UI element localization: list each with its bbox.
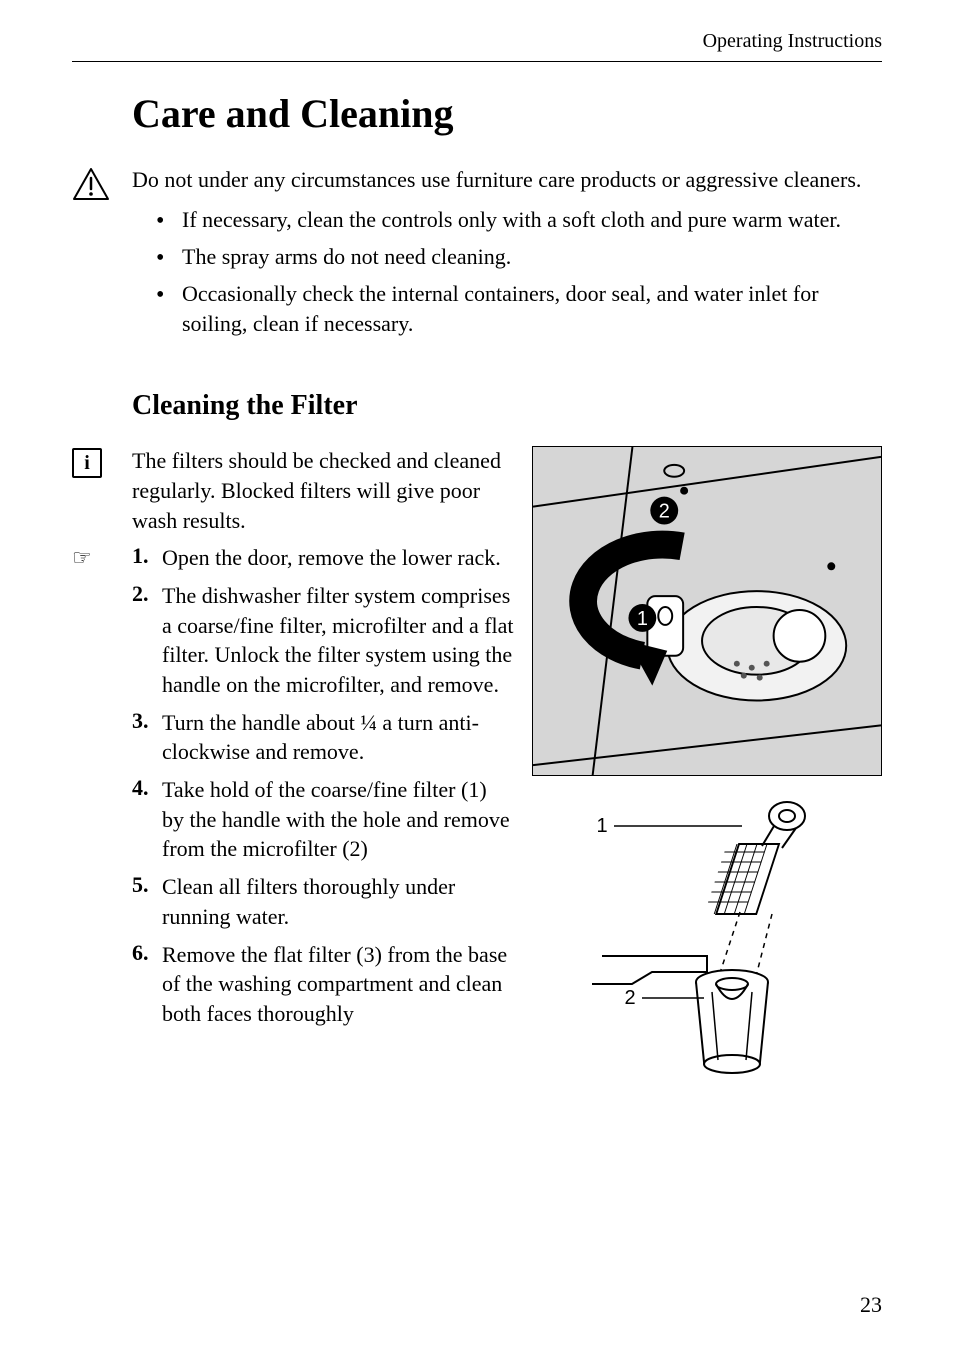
step-text: Remove the flat filter (3) from the base… — [162, 940, 514, 1029]
warning-block: Do not under any circumstances use furni… — [72, 165, 882, 201]
warning-icon — [72, 165, 116, 201]
step-number: 5. — [132, 872, 156, 898]
step-number: 1. — [132, 543, 156, 569]
step-number: 3. — [132, 708, 156, 734]
hand-pointer-icon: ☞ — [72, 543, 116, 571]
bullet-item: If necessary, clean the controls only wi… — [154, 205, 882, 236]
step-row: 3. Turn the handle about ¼ a turn anti-c… — [72, 708, 514, 767]
step-number: 6. — [132, 940, 156, 966]
step-text: The dishwasher filter system comprises a… — [162, 581, 514, 700]
figure-filter-parts: 1 — [532, 794, 882, 1094]
figure1-label-1: 1 — [637, 608, 648, 630]
step-number: 2. — [132, 581, 156, 607]
figure-filter-basin: 2 1 — [532, 446, 882, 776]
main-title: Care and Cleaning — [132, 90, 882, 137]
left-column: i The filters should be checked and clea… — [72, 446, 514, 1036]
bullet-item: The spray arms do not need cleaning. — [154, 242, 882, 273]
section-title: Cleaning the Filter — [132, 390, 882, 422]
step-row: 5. Clean all filters thoroughly under ru… — [72, 872, 514, 931]
bullet-item: Occasionally check the internal containe… — [154, 279, 882, 341]
step-row: 4. Take hold of the coarse/fine filter (… — [72, 775, 514, 864]
step-row: 2. The dishwasher filter system comprise… — [72, 581, 514, 700]
bullet-list: If necessary, clean the controls only wi… — [154, 205, 882, 340]
step-row: 6. Remove the flat filter (3) from the b… — [72, 940, 514, 1029]
page: Operating Instructions Care and Cleaning… — [0, 0, 954, 1352]
warning-text: Do not under any circumstances use furni… — [132, 165, 882, 195]
info-icon: i — [72, 446, 116, 478]
info-block: i The filters should be checked and clea… — [72, 446, 514, 535]
info-text: The filters should be checked and cleane… — [132, 446, 514, 535]
step-text: Turn the handle about ¼ a turn anti-cloc… — [162, 708, 514, 767]
page-number: 23 — [860, 1292, 882, 1318]
figure1-label-2: 2 — [659, 501, 670, 523]
step-marker — [72, 872, 116, 874]
step-marker — [72, 708, 116, 710]
two-column-layout: i The filters should be checked and clea… — [72, 446, 882, 1094]
running-head: Operating Instructions — [72, 30, 882, 62]
step-number: 4. — [132, 775, 156, 801]
step-text: Open the door, remove the lower rack. — [162, 543, 501, 573]
figure2-label-1: 1 — [596, 815, 607, 837]
figure2-label-2: 2 — [624, 987, 635, 1009]
step-marker — [72, 775, 116, 777]
step-text: Clean all filters thoroughly under runni… — [162, 872, 514, 931]
step-marker — [72, 940, 116, 942]
step-text: Take hold of the coarse/fine filter (1) … — [162, 775, 514, 864]
step-row: ☞ 1. Open the door, remove the lower rac… — [72, 543, 514, 573]
step-marker — [72, 581, 116, 583]
right-column: 2 1 — [532, 446, 882, 1094]
